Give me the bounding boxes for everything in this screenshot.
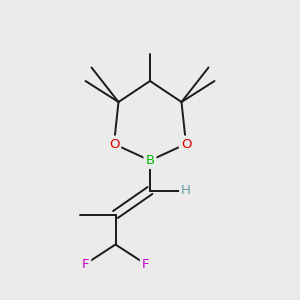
Text: F: F [82, 257, 89, 271]
Text: O: O [181, 137, 191, 151]
Text: O: O [181, 137, 191, 151]
Text: O: O [109, 137, 119, 151]
Text: F: F [142, 257, 149, 271]
Text: F: F [142, 257, 149, 271]
Text: H: H [181, 184, 191, 197]
Text: B: B [146, 154, 154, 167]
Text: O: O [109, 137, 119, 151]
Text: B: B [146, 154, 154, 167]
Text: H: H [181, 184, 191, 197]
Text: F: F [82, 257, 89, 271]
